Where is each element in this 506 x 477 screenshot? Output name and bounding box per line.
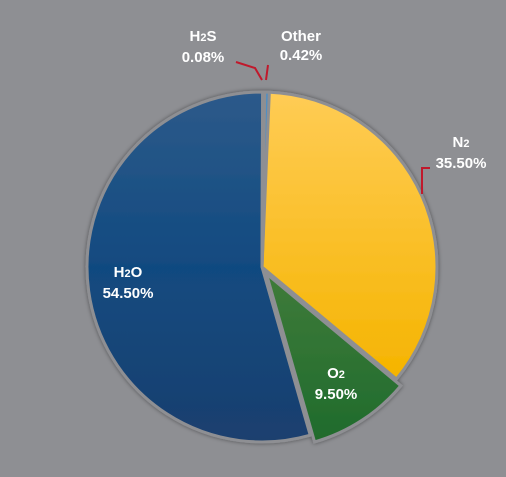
- slice-label-n2: N2 35.50%: [428, 133, 494, 173]
- slice-name-h2s: H2S: [189, 28, 217, 45]
- slice-value-h2o: 54.50%: [102, 285, 154, 302]
- leader-line-other: [265, 64, 269, 81]
- slice-value-o2: 9.50%: [314, 386, 358, 403]
- slice-value-other: 0.42%: [279, 47, 323, 64]
- pie-slice-h2o: [85, 90, 313, 444]
- slice-name-n2: N2: [452, 134, 470, 151]
- slice-label-other: Other 0.42%: [268, 27, 334, 65]
- slice-value-n2: 35.50%: [435, 155, 487, 172]
- pie-slice-n2: [260, 90, 439, 382]
- slice-name-o2: O2: [327, 365, 345, 382]
- slice-label-o2: O2 9.50%: [305, 364, 367, 404]
- slice-name-h2o: H2O: [113, 264, 143, 281]
- slice-name-other: Other: [280, 28, 321, 45]
- pie-slice-other: [260, 90, 271, 268]
- leader-line-h2s: [235, 61, 263, 81]
- pie-slice-o2: [263, 269, 403, 444]
- slice-label-h2o: H2O 54.50%: [92, 263, 164, 303]
- slice-value-h2s: 0.08%: [181, 49, 225, 66]
- slice-label-h2s: H2S 0.08%: [172, 27, 234, 67]
- leader-line-n2: [421, 167, 430, 194]
